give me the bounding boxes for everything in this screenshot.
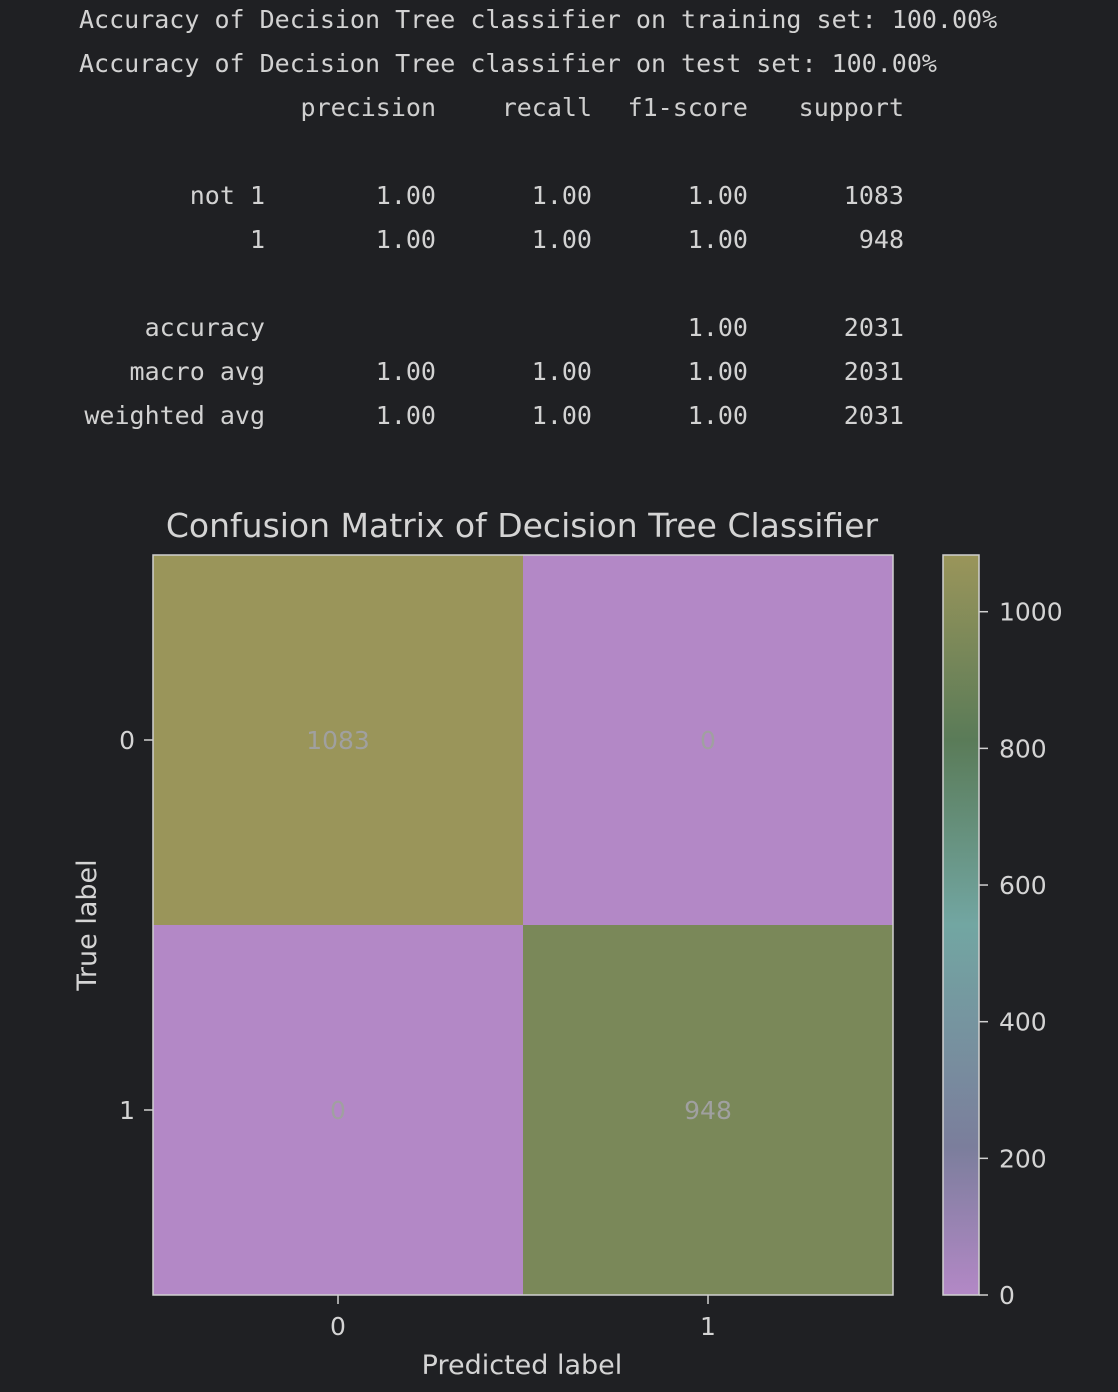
x-axis-label: Predicted label — [422, 1350, 623, 1381]
report-cell: 1.00 — [376, 401, 436, 430]
report-cell: 1.00 — [688, 357, 748, 386]
training-accuracy-line: Accuracy of Decision Tree classifier on … — [79, 5, 997, 34]
report-header-precision: precision — [301, 93, 436, 122]
cell-value: 0 — [330, 1096, 346, 1125]
cell-value: 948 — [684, 1096, 732, 1125]
colorbar-tick-label: 200 — [999, 1144, 1047, 1173]
report-cell: 948 — [859, 225, 904, 254]
report-cell: 1.00 — [376, 225, 436, 254]
report-cell: 2031 — [844, 401, 904, 430]
report-cell: 1.00 — [688, 401, 748, 430]
report-row-label: 1 — [250, 225, 265, 254]
cell-value: 0 — [700, 726, 716, 755]
report-cell: 1.00 — [532, 181, 592, 210]
colorbar-tick-label: 1000 — [999, 598, 1063, 627]
report-cell: 1.00 — [532, 225, 592, 254]
report-cell: 1.00 — [376, 357, 436, 386]
report-header-f1: f1-score — [628, 93, 748, 122]
report-row-label: macro avg — [130, 357, 265, 386]
test-accuracy-line: Accuracy of Decision Tree classifier on … — [79, 49, 937, 78]
report-cell: 2031 — [844, 313, 904, 342]
colorbar-tick-label: 600 — [999, 871, 1047, 900]
y-tick-label: 0 — [119, 726, 135, 755]
colorbar-gradient — [943, 555, 979, 1295]
cell-value: 1083 — [306, 726, 370, 755]
x-tick-label: 0 — [330, 1312, 346, 1341]
report-cell: 1.00 — [688, 225, 748, 254]
report-row-label: not 1 — [190, 181, 265, 210]
colorbar: 0 200 400 600 800 1000 — [943, 555, 1063, 1310]
report-row-label: weighted avg — [84, 401, 265, 430]
matrix-cells: 1083 0 0 948 — [153, 555, 893, 1295]
report-cell: 1.00 — [376, 181, 436, 210]
report-cell: 2031 — [844, 357, 904, 386]
report-row-label: accuracy — [145, 313, 265, 342]
report-cell: 1.00 — [532, 401, 592, 430]
x-tick-label: 1 — [700, 1312, 716, 1341]
colorbar-tick-label: 0 — [999, 1281, 1015, 1310]
report-cell: 1.00 — [532, 357, 592, 386]
report-header-recall: recall — [502, 93, 592, 122]
chart-title: Confusion Matrix of Decision Tree Classi… — [166, 506, 879, 545]
report-cell: 1083 — [844, 181, 904, 210]
console-output: Accuracy of Decision Tree classifier on … — [0, 0, 1118, 460]
colorbar-tick-label: 400 — [999, 1008, 1047, 1037]
y-tick-label: 1 — [119, 1096, 135, 1125]
confusion-matrix-chart: Confusion Matrix of Decision Tree Classi… — [0, 490, 1118, 1392]
colorbar-tick-label: 800 — [999, 734, 1047, 763]
y-axis-label: True label — [72, 859, 103, 991]
report-header-support: support — [799, 93, 904, 122]
report-cell: 1.00 — [688, 181, 748, 210]
report-cell: 1.00 — [688, 313, 748, 342]
